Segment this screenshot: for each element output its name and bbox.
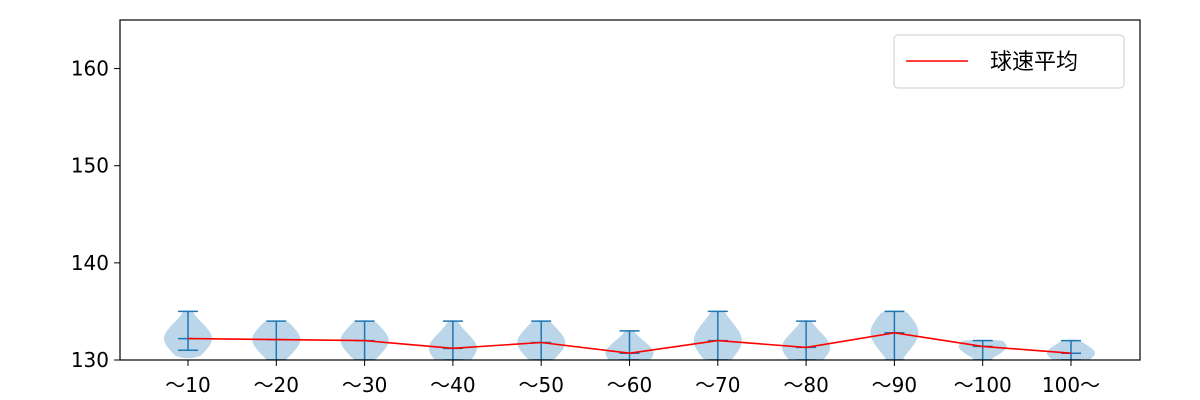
x-tick-label-5: ～50 <box>518 373 563 397</box>
x-tick-label-10: ～100 <box>954 373 1012 397</box>
y-tick-label-150: 150 <box>71 154 109 178</box>
x-tick-label-6: ～60 <box>607 373 652 397</box>
y-tick-label-160: 160 <box>71 57 109 81</box>
plot-frame <box>119 19 1141 361</box>
legend-box <box>893 34 1125 89</box>
mean-line-group <box>187 331 1072 355</box>
x-tick-label-1: ～10 <box>165 373 210 397</box>
legend-label: 球速平均 <box>990 50 1078 75</box>
x-tick-label-9: ～90 <box>872 373 917 397</box>
x-tick-label-8: ～80 <box>783 373 828 397</box>
x-tick-label-3: ～30 <box>342 373 387 397</box>
x-tick-label-2: ～20 <box>254 373 299 397</box>
x-axis: ～10 ～20 ～30 ～40 ～50 ～60 ～70 ～80 ～90 ～100 100～ <box>165 360 1100 397</box>
legend: 球速平均 <box>893 34 1125 89</box>
x-tick-label-7: ～70 <box>695 373 740 397</box>
x-tick-label-4: ～40 <box>430 373 475 397</box>
y-tick-label-130: 130 <box>71 348 109 372</box>
x-tick-label-11: 100～ <box>1042 373 1100 397</box>
y-tick-label-140: 140 <box>71 251 109 275</box>
y-axis: 130 140 150 160 <box>71 57 120 372</box>
